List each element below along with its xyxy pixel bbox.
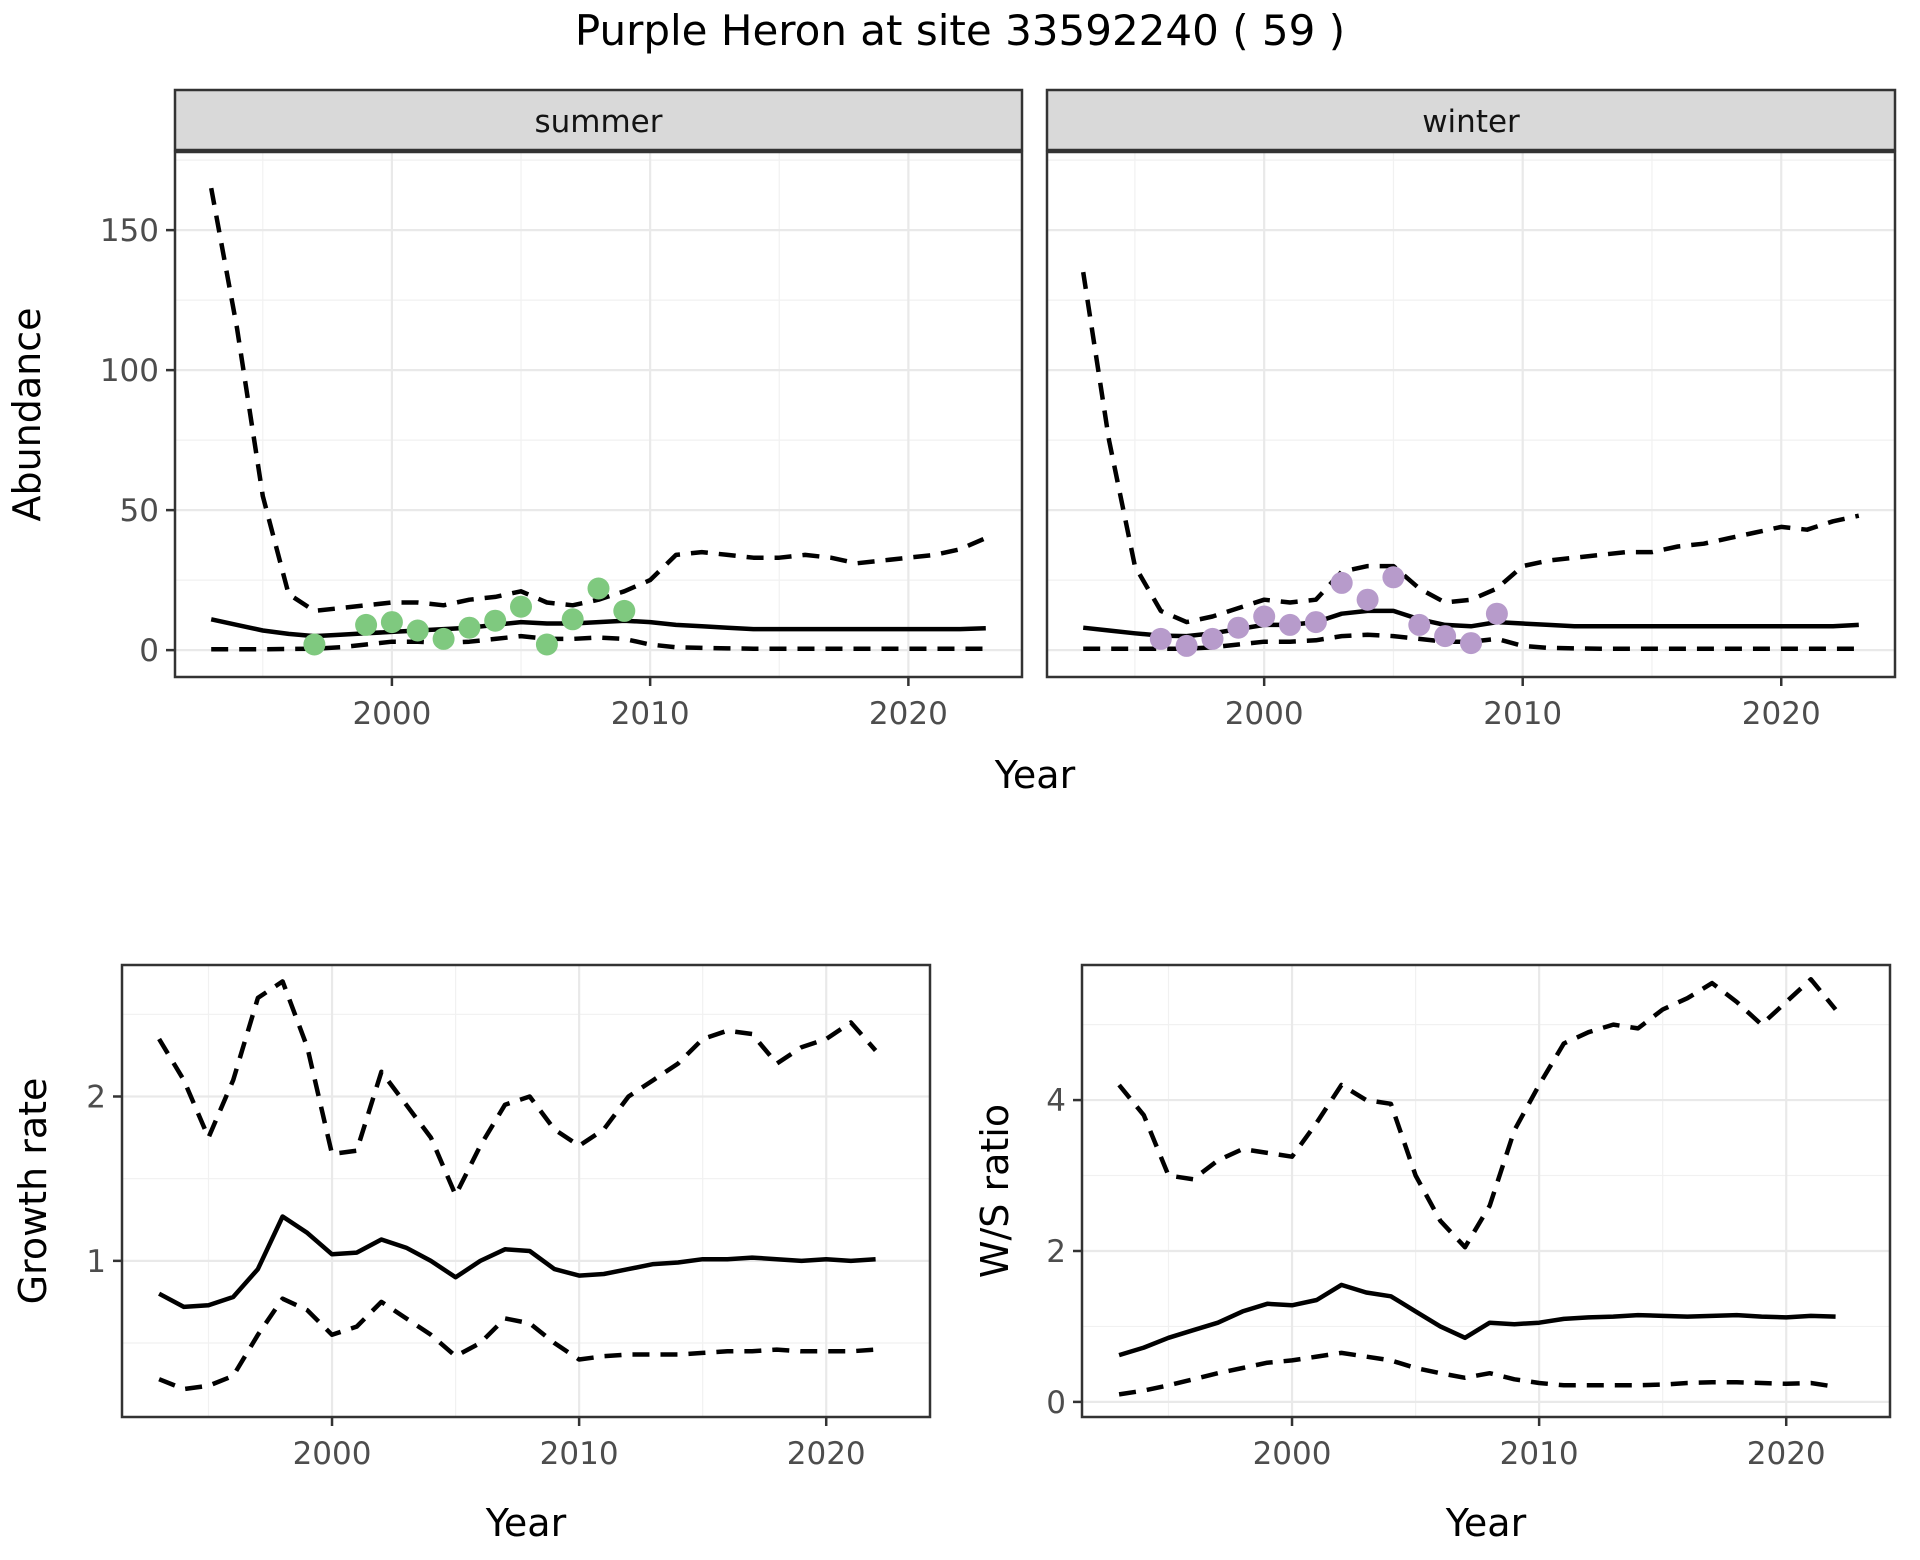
winter-observation-point bbox=[1485, 602, 1508, 625]
growth-rate-ci_upper-line bbox=[157, 979, 878, 1198]
growth-rate-y-axis-title: Growth rate bbox=[11, 1078, 55, 1305]
winter-facet-strip-label: winter bbox=[1422, 104, 1520, 140]
winter-ci_upper-line bbox=[1080, 271, 1860, 625]
ws-ratio-y-tick-label: 0 bbox=[1046, 1385, 1066, 1421]
page-title: Purple Heron at site 33592240 ( 59 ) bbox=[574, 6, 1346, 55]
ws-ratio-x-tick-label: 2010 bbox=[1500, 1436, 1579, 1472]
winter-x-tick-label: 2010 bbox=[1483, 696, 1562, 732]
winter-panel-background bbox=[1047, 152, 1895, 677]
summer-observation-point bbox=[355, 613, 378, 636]
ws-ratio-y-tick-label: 4 bbox=[1046, 1083, 1066, 1119]
abundance-x-axis-title: Year bbox=[994, 753, 1076, 797]
summer-observation-point bbox=[484, 609, 507, 632]
winter-observation-point bbox=[1227, 616, 1250, 639]
growth-rate-panel-border bbox=[120, 963, 932, 1419]
winter-observation-point bbox=[1330, 571, 1353, 594]
summer-observation-point bbox=[535, 633, 558, 656]
growth-rate-ci_lower-line bbox=[158, 1296, 876, 1392]
ws-ratio-x-axis-title: Year bbox=[1445, 1501, 1527, 1545]
winter-observation-point bbox=[1408, 613, 1431, 636]
summer-observation-point bbox=[303, 633, 326, 656]
summer-x-tick-label: 2000 bbox=[352, 696, 431, 732]
summer-ci_lower-line bbox=[211, 633, 986, 652]
growth-rate-x-tick-label: 2000 bbox=[293, 1436, 372, 1472]
growth-rate-x-axis-title: Year bbox=[485, 1501, 567, 1545]
growth-rate-x-tick-label: 2010 bbox=[540, 1436, 619, 1472]
summer-panel-border bbox=[173, 150, 1024, 679]
summer-observation-point bbox=[432, 627, 455, 650]
winter-x-tick-label: 2020 bbox=[1742, 696, 1821, 732]
winter-observation-point bbox=[1356, 588, 1379, 611]
winter-observation-point bbox=[1253, 605, 1276, 628]
growth-rate-x-tick-label: 2020 bbox=[787, 1436, 866, 1472]
ws-ratio-median-line bbox=[1118, 1282, 1836, 1358]
summer-x-tick-label: 2010 bbox=[611, 696, 690, 732]
ws-ratio-ci_lower-line bbox=[1118, 1350, 1836, 1397]
summer-median-line bbox=[210, 617, 986, 639]
winter-observation-point bbox=[1279, 613, 1301, 636]
ws-ratio-y-axis-title: W/S ratio bbox=[973, 1104, 1017, 1278]
summer-observation-point bbox=[613, 599, 636, 622]
winter-ci_lower-line bbox=[1083, 632, 1859, 651]
summer-observation-point bbox=[561, 608, 584, 631]
ws-ratio-x-tick-label: 2020 bbox=[1747, 1436, 1826, 1472]
summer-ci_upper-line bbox=[208, 187, 987, 614]
summer-observation-point bbox=[587, 577, 610, 600]
summer-observation-point bbox=[406, 619, 429, 642]
winter-facet-strip bbox=[1045, 88, 1897, 152]
growth-rate-panel-background bbox=[122, 965, 930, 1417]
winter-observation-point bbox=[1382, 566, 1405, 589]
winter-observation-point bbox=[1460, 632, 1482, 655]
summer-y-tick-label: 50 bbox=[120, 493, 159, 529]
ws-ratio-panel-background bbox=[1082, 965, 1890, 1417]
summer-x-tick-label: 2020 bbox=[869, 696, 948, 732]
summer-facet-strip bbox=[173, 88, 1024, 152]
ws-ratio-ci_upper-line bbox=[1117, 977, 1838, 1250]
ws-ratio-panel-border bbox=[1080, 963, 1892, 1419]
growth-rate-median-line bbox=[158, 1214, 876, 1310]
winter-x-tick-label: 2000 bbox=[1225, 696, 1304, 732]
winter-panel-border bbox=[1045, 150, 1897, 679]
ws-ratio-x-tick-label: 2000 bbox=[1253, 1436, 1332, 1472]
winter-observation-point bbox=[1304, 611, 1327, 634]
winter-observation-point bbox=[1201, 627, 1224, 650]
winter-observation-point bbox=[1175, 634, 1198, 657]
winter-observation-point bbox=[1434, 625, 1457, 648]
winter-observation-point bbox=[1149, 627, 1172, 650]
summer-observation-point bbox=[458, 616, 481, 639]
summer-facet-strip-label: summer bbox=[534, 104, 662, 140]
summer-observation-point bbox=[380, 611, 403, 634]
growth-rate-y-tick-label: 2 bbox=[86, 1079, 106, 1115]
summer-y-tick-label: 0 bbox=[139, 633, 159, 669]
abundance-y-axis-title: Abundance bbox=[5, 307, 49, 521]
summer-observation-point bbox=[510, 595, 532, 618]
ws-ratio-y-tick-label: 2 bbox=[1046, 1234, 1066, 1270]
summer-y-tick-label: 150 bbox=[100, 213, 159, 249]
growth-rate-y-tick-label: 1 bbox=[86, 1244, 106, 1280]
summer-y-tick-label: 100 bbox=[100, 353, 159, 389]
